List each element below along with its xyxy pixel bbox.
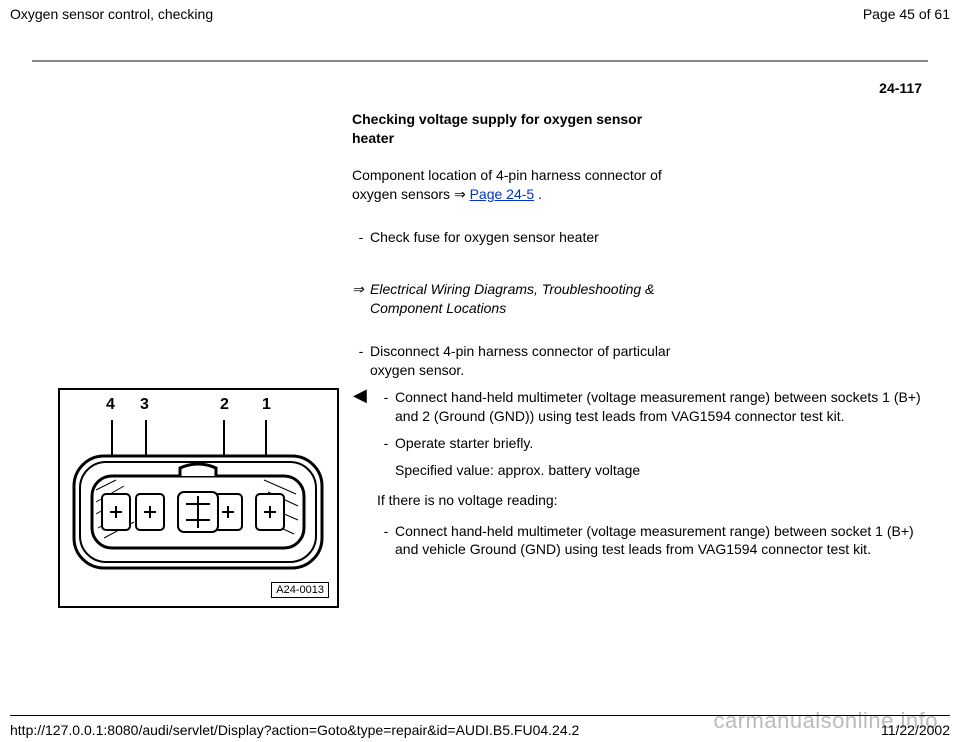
pin-label: 1 [262,396,271,414]
dash-icon: - [352,342,370,380]
step-text: Operate starter briefly. [395,434,926,453]
intro-suffix: . [534,186,542,202]
pin-label: 3 [140,396,149,414]
step-row: - Operate starter briefly. [377,434,926,453]
page-ref-link[interactable]: Page 24-5 [470,186,535,202]
body-column: Checking voltage supply for oxygen senso… [352,110,672,380]
pin-label: 2 [220,396,229,414]
dash-icon: - [377,522,395,560]
pin-label: 4 [106,396,115,414]
page-number: 24-117 [879,80,922,96]
step-text: Disconnect 4-pin harness connector of pa… [370,342,672,380]
spacer [377,461,395,480]
figure-pointer-icon: ◀ [353,386,369,404]
page-header: Oxygen sensor control, checking Page 45 … [10,6,950,22]
step-row: - Connect hand-held multimeter (voltage … [377,522,926,560]
header-page-indicator: Page 45 of 61 [863,6,950,22]
page-footer: http://127.0.0.1:8080/audi/servlet/Displ… [10,722,950,738]
reference-text: Electrical Wiring Diagrams, Troubleshoot… [370,280,672,318]
reference-row: ⇒ Electrical Wiring Diagrams, Troublesho… [352,280,672,318]
no-voltage-label: If there is no voltage reading: [377,492,926,508]
arrow-icon: ⇒ [352,280,370,318]
figure-image: 4 3 2 1 [58,388,339,608]
dash-icon: - [377,434,395,453]
footer-url: http://127.0.0.1:8080/audi/servlet/Displ… [10,722,579,738]
figure-id-label: A24-0013 [271,582,329,598]
figure-text-column: - Connect hand-held multimeter (voltage … [377,388,926,567]
spec-text: Specified value: approx. battery voltage [395,461,926,480]
dash-icon: - [377,388,395,426]
footer-rule [10,715,950,716]
footer-date: 11/22/2002 [881,722,950,738]
step-text: Connect hand-held multimeter (voltage me… [395,388,926,426]
page: Oxygen sensor control, checking Page 45 … [0,0,960,742]
intro-paragraph: Component location of 4-pin harness conn… [352,166,672,204]
spec-row: Specified value: approx. battery voltage [377,461,926,480]
header-title: Oxygen sensor control, checking [10,6,213,22]
header-rule [32,60,928,62]
connector-svg [68,420,328,575]
step-row: - Check fuse for oxygen sensor heater [352,228,672,247]
step-row: - Connect hand-held multimeter (voltage … [377,388,926,426]
step-row: - Disconnect 4-pin harness connector of … [352,342,672,380]
dash-icon: - [352,228,370,247]
intro-arrow: ⇒ [454,186,466,202]
step-text: Check fuse for oxygen sensor heater [370,228,672,247]
step-text: Connect hand-held multimeter (voltage me… [395,522,926,560]
figure-block: 4 3 2 1 [58,388,926,608]
section-heading: Checking voltage supply for oxygen senso… [352,110,672,148]
